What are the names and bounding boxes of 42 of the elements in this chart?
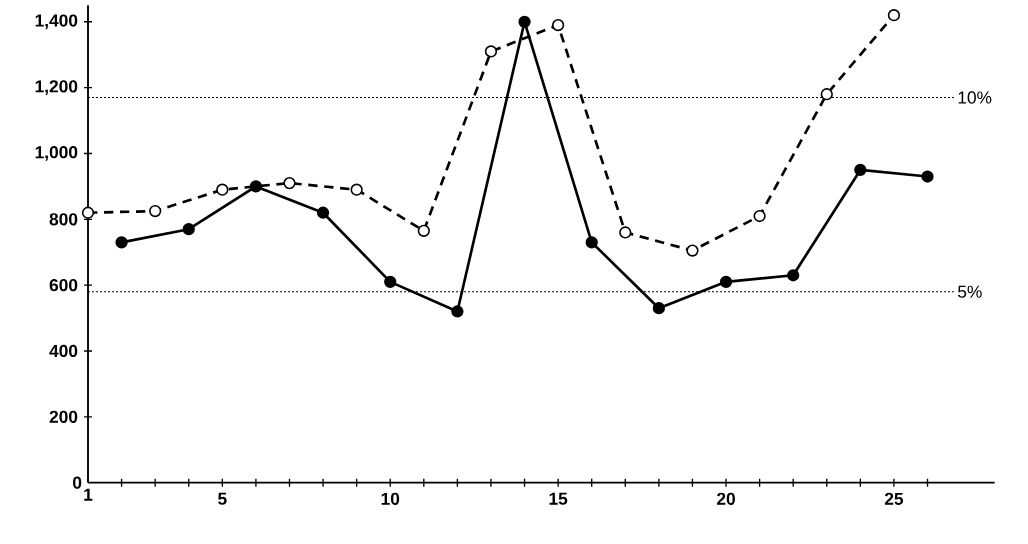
point	[887, 9, 901, 22]
y-tick-label: 1,000	[35, 146, 78, 161]
y-tick-label: 600	[49, 279, 78, 292]
point	[820, 88, 833, 101]
point	[854, 163, 867, 177]
point	[518, 15, 531, 28]
point	[484, 45, 498, 58]
point	[719, 275, 733, 288]
y-tick-label: 200	[49, 410, 78, 423]
point	[921, 170, 934, 183]
y-tick-label: 800	[49, 213, 78, 226]
point	[81, 206, 95, 219]
point	[350, 183, 363, 196]
point	[585, 236, 598, 249]
point	[384, 275, 397, 288]
point	[787, 269, 800, 282]
point	[551, 18, 565, 32]
point	[451, 305, 464, 318]
y-tick-label: 1,200	[35, 80, 78, 96]
x-tick-label: 5	[218, 492, 227, 505]
annotation: 10%	[958, 91, 992, 104]
x-tick-label: 10	[381, 492, 400, 505]
x-tick-label: 15	[549, 492, 568, 505]
y-tick-label: 0	[73, 476, 82, 489]
point	[249, 180, 263, 193]
point	[652, 302, 665, 315]
point	[619, 226, 632, 239]
point	[686, 244, 699, 257]
y-tick-label: 1,400	[35, 14, 78, 30]
point	[753, 209, 766, 223]
point	[316, 206, 330, 219]
point	[182, 223, 195, 236]
point	[216, 183, 229, 196]
point	[417, 224, 430, 237]
point	[115, 236, 128, 249]
annotation: 5%	[958, 285, 982, 298]
x-tick-label: 20	[717, 492, 735, 505]
point	[149, 204, 162, 218]
y-tick-label: 400	[49, 344, 78, 358]
x-tick-label: 25	[884, 492, 904, 505]
x-tick-label: 1	[84, 488, 93, 501]
point	[283, 176, 296, 190]
